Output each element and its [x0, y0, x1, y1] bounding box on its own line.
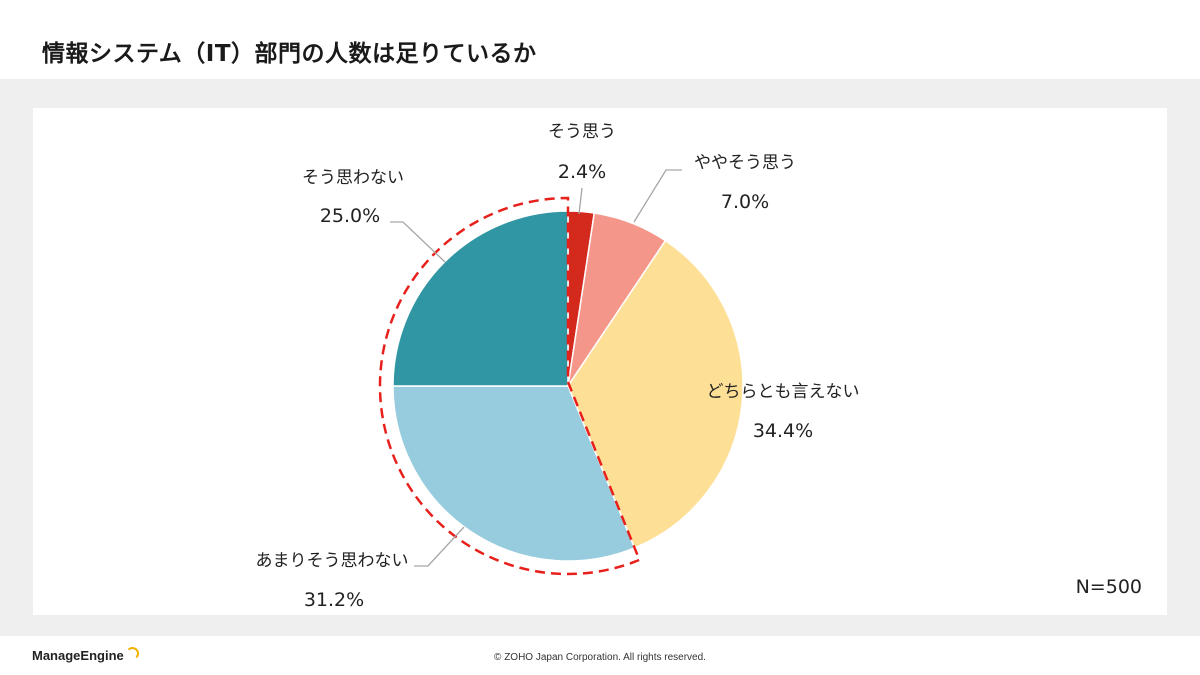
pie-slice-4	[392, 385, 636, 562]
slice-value-4: 31.2%	[304, 589, 364, 611]
leader-line-5	[390, 221, 446, 263]
copyright-text: © ZOHO Japan Corporation. All rights res…	[494, 652, 706, 663]
leader-line-2	[633, 169, 682, 223]
slice-value-1: 2.4%	[558, 161, 606, 183]
slice-value-5: 25.0%	[320, 205, 380, 227]
page-title: 情報システム（IT）部門の人数は足りているか	[42, 41, 537, 67]
sample-size-label: N=500	[1076, 576, 1142, 598]
highlight-dashed-outline	[378, 196, 642, 576]
slice-label-3: どちらとも言えない	[707, 382, 860, 402]
leader-line-1	[578, 187, 583, 215]
slice-label-2: ややそう思う	[694, 153, 796, 173]
manageengine-logo: ManageEngine	[32, 647, 139, 663]
pie-slice-3	[567, 239, 744, 549]
leader-line-4	[414, 526, 465, 567]
slice-value-2: 7.0%	[721, 191, 769, 213]
slice-label-1: そう思う	[548, 122, 616, 142]
pie-slice-5	[392, 210, 569, 387]
slice-value-3: 34.4%	[753, 420, 813, 442]
slice-label-5: そう思わない	[302, 168, 404, 188]
slice-label-4: あまりそう思わない	[256, 551, 409, 571]
